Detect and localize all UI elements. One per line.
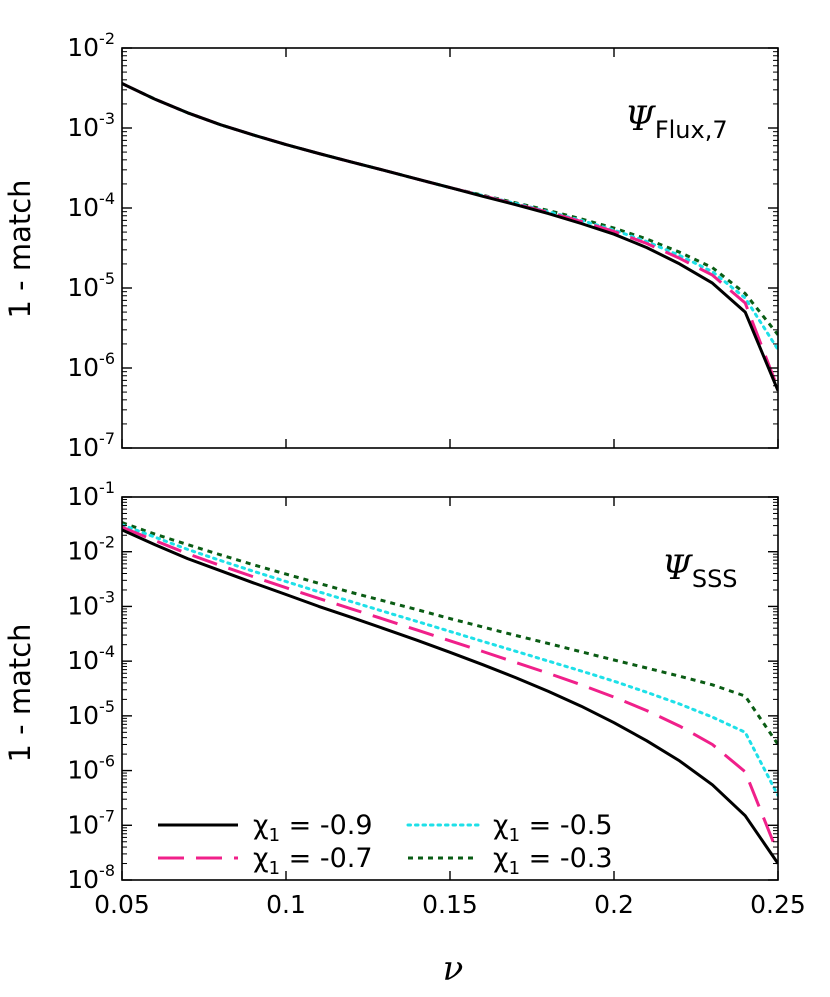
y-tick-label: 10-3 <box>67 587 115 620</box>
y-tick-label: 10-4 <box>67 642 115 675</box>
x-tick-label: 0.2 <box>594 890 634 919</box>
bottom-panel-ylabel: 1 - match <box>3 623 37 762</box>
legend-entry: χ1 = -0.9 <box>253 810 373 846</box>
x-tick-label: 0.1 <box>266 890 306 919</box>
y-tick-label: 10-5 <box>67 697 115 730</box>
bottom-panel-ticks: 0.05 0.1 0.15 0.2 0.25 10-8 10-7 10-6 10-5 10-4 10… <box>67 478 806 919</box>
series-line <box>122 82 778 392</box>
y-tick-label: 10-2 <box>67 29 115 62</box>
series-line <box>122 528 778 865</box>
legend: χ1 = -0.9χ1 = -0.7 χ1 = -0.5χ1 = -0.3 <box>158 810 613 879</box>
series-line <box>122 525 778 855</box>
y-tick-label: 10-4 <box>67 189 115 222</box>
top-panel-series <box>122 82 778 392</box>
top-panel-ticks: 10-7 10-6 10-5 10-4 10-3 10-2 <box>67 29 779 462</box>
y-tick-label: 10-2 <box>67 533 115 566</box>
y-tick-label: 10-3 <box>67 109 115 142</box>
x-tick-label: 0.15 <box>422 890 478 919</box>
y-tick-label: 10-6 <box>67 349 115 382</box>
y-tick-label: 10-8 <box>67 861 115 894</box>
top-panel-ylabel: 1 - match <box>3 179 37 318</box>
y-tick-label: 10-7 <box>67 806 115 839</box>
series-line <box>122 521 778 746</box>
legend-entry: χ1 = -0.3 <box>493 843 613 879</box>
top-panel-frame <box>121 47 779 449</box>
bottom-panel-label: ΨSSS <box>662 548 738 593</box>
y-tick-label: 10-7 <box>67 429 115 462</box>
bottom-panel: 0.05 0.1 0.15 0.2 0.25 10-8 10-7 10-6 10-5 10-4 10… <box>3 478 806 919</box>
bottom-panel-series <box>122 521 778 865</box>
series-line <box>122 523 778 797</box>
top-panel: 10-7 10-6 10-5 10-4 10-3 10-2 1 - match ΨFlux… <box>3 29 779 462</box>
y-tick-label: 10-1 <box>67 478 115 511</box>
legend-entry: χ1 = -0.7 <box>253 843 373 879</box>
x-axis-label: ν <box>443 949 464 989</box>
y-tick-label: 10-5 <box>67 269 115 302</box>
legend-entry: χ1 = -0.5 <box>493 810 613 846</box>
x-tick-label: 0.05 <box>94 890 150 919</box>
x-tick-label: 0.25 <box>750 890 806 919</box>
top-panel-label: ΨFlux,7 <box>625 99 728 144</box>
y-tick-label: 10-6 <box>67 752 115 785</box>
bottom-panel-frame <box>121 496 779 881</box>
